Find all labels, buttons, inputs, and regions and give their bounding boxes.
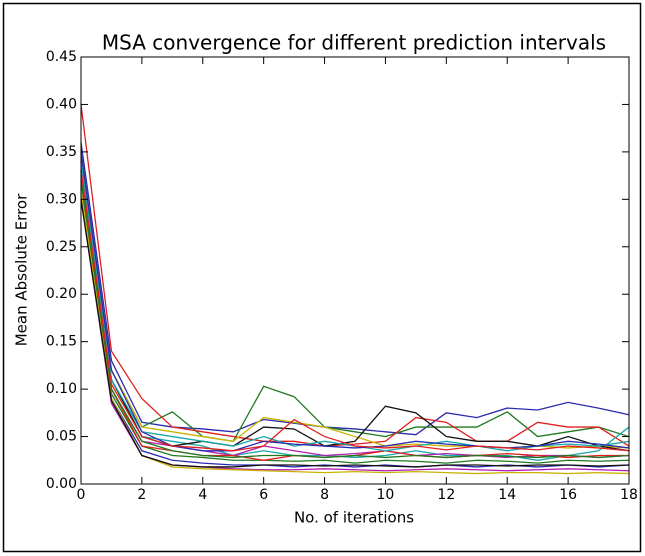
series-line <box>80 170 630 459</box>
y-tick-label: 0.45 <box>46 49 77 65</box>
series-line <box>80 104 630 447</box>
series-line <box>80 151 630 461</box>
y-tick-label: 0.35 <box>46 144 77 160</box>
x-tick-label: 16 <box>559 487 577 503</box>
x-tick-label: 2 <box>137 487 146 503</box>
y-tick-label: 0.40 <box>46 96 77 112</box>
series-line <box>80 189 630 475</box>
series-line <box>80 151 630 452</box>
series-line <box>80 180 630 459</box>
x-axis-label: No. of iterations <box>294 509 414 527</box>
x-tick-label: 0 <box>77 487 86 503</box>
x-tick-label: 8 <box>320 487 329 503</box>
x-tick-label: 14 <box>498 487 516 503</box>
series-line <box>80 142 630 436</box>
y-tick-label: 0.00 <box>46 476 77 492</box>
series-line <box>80 199 630 468</box>
series-line <box>80 170 630 452</box>
series-line <box>80 189 630 464</box>
y-tick-label: 0.20 <box>46 286 77 302</box>
y-tick-label: 0.25 <box>46 239 77 255</box>
series-line <box>80 151 630 449</box>
x-tick-label: 18 <box>620 487 638 503</box>
y-tick-label: 0.05 <box>46 429 77 445</box>
x-tick-label: 4 <box>198 487 207 503</box>
x-tick-label: 12 <box>437 487 455 503</box>
series-line <box>80 161 630 443</box>
y-tick-label: 0.15 <box>46 334 77 350</box>
y-tick-label: 0.30 <box>46 191 77 207</box>
chart-title: MSA convergence for different prediction… <box>102 31 606 55</box>
y-axis-label: Mean Absolute Error <box>13 193 31 346</box>
y-tick-label: 0.10 <box>46 381 77 397</box>
series-line <box>80 180 630 468</box>
plot-frame <box>80 56 630 485</box>
x-tick-label: 6 <box>259 487 268 503</box>
x-tick-label: 10 <box>377 487 395 503</box>
